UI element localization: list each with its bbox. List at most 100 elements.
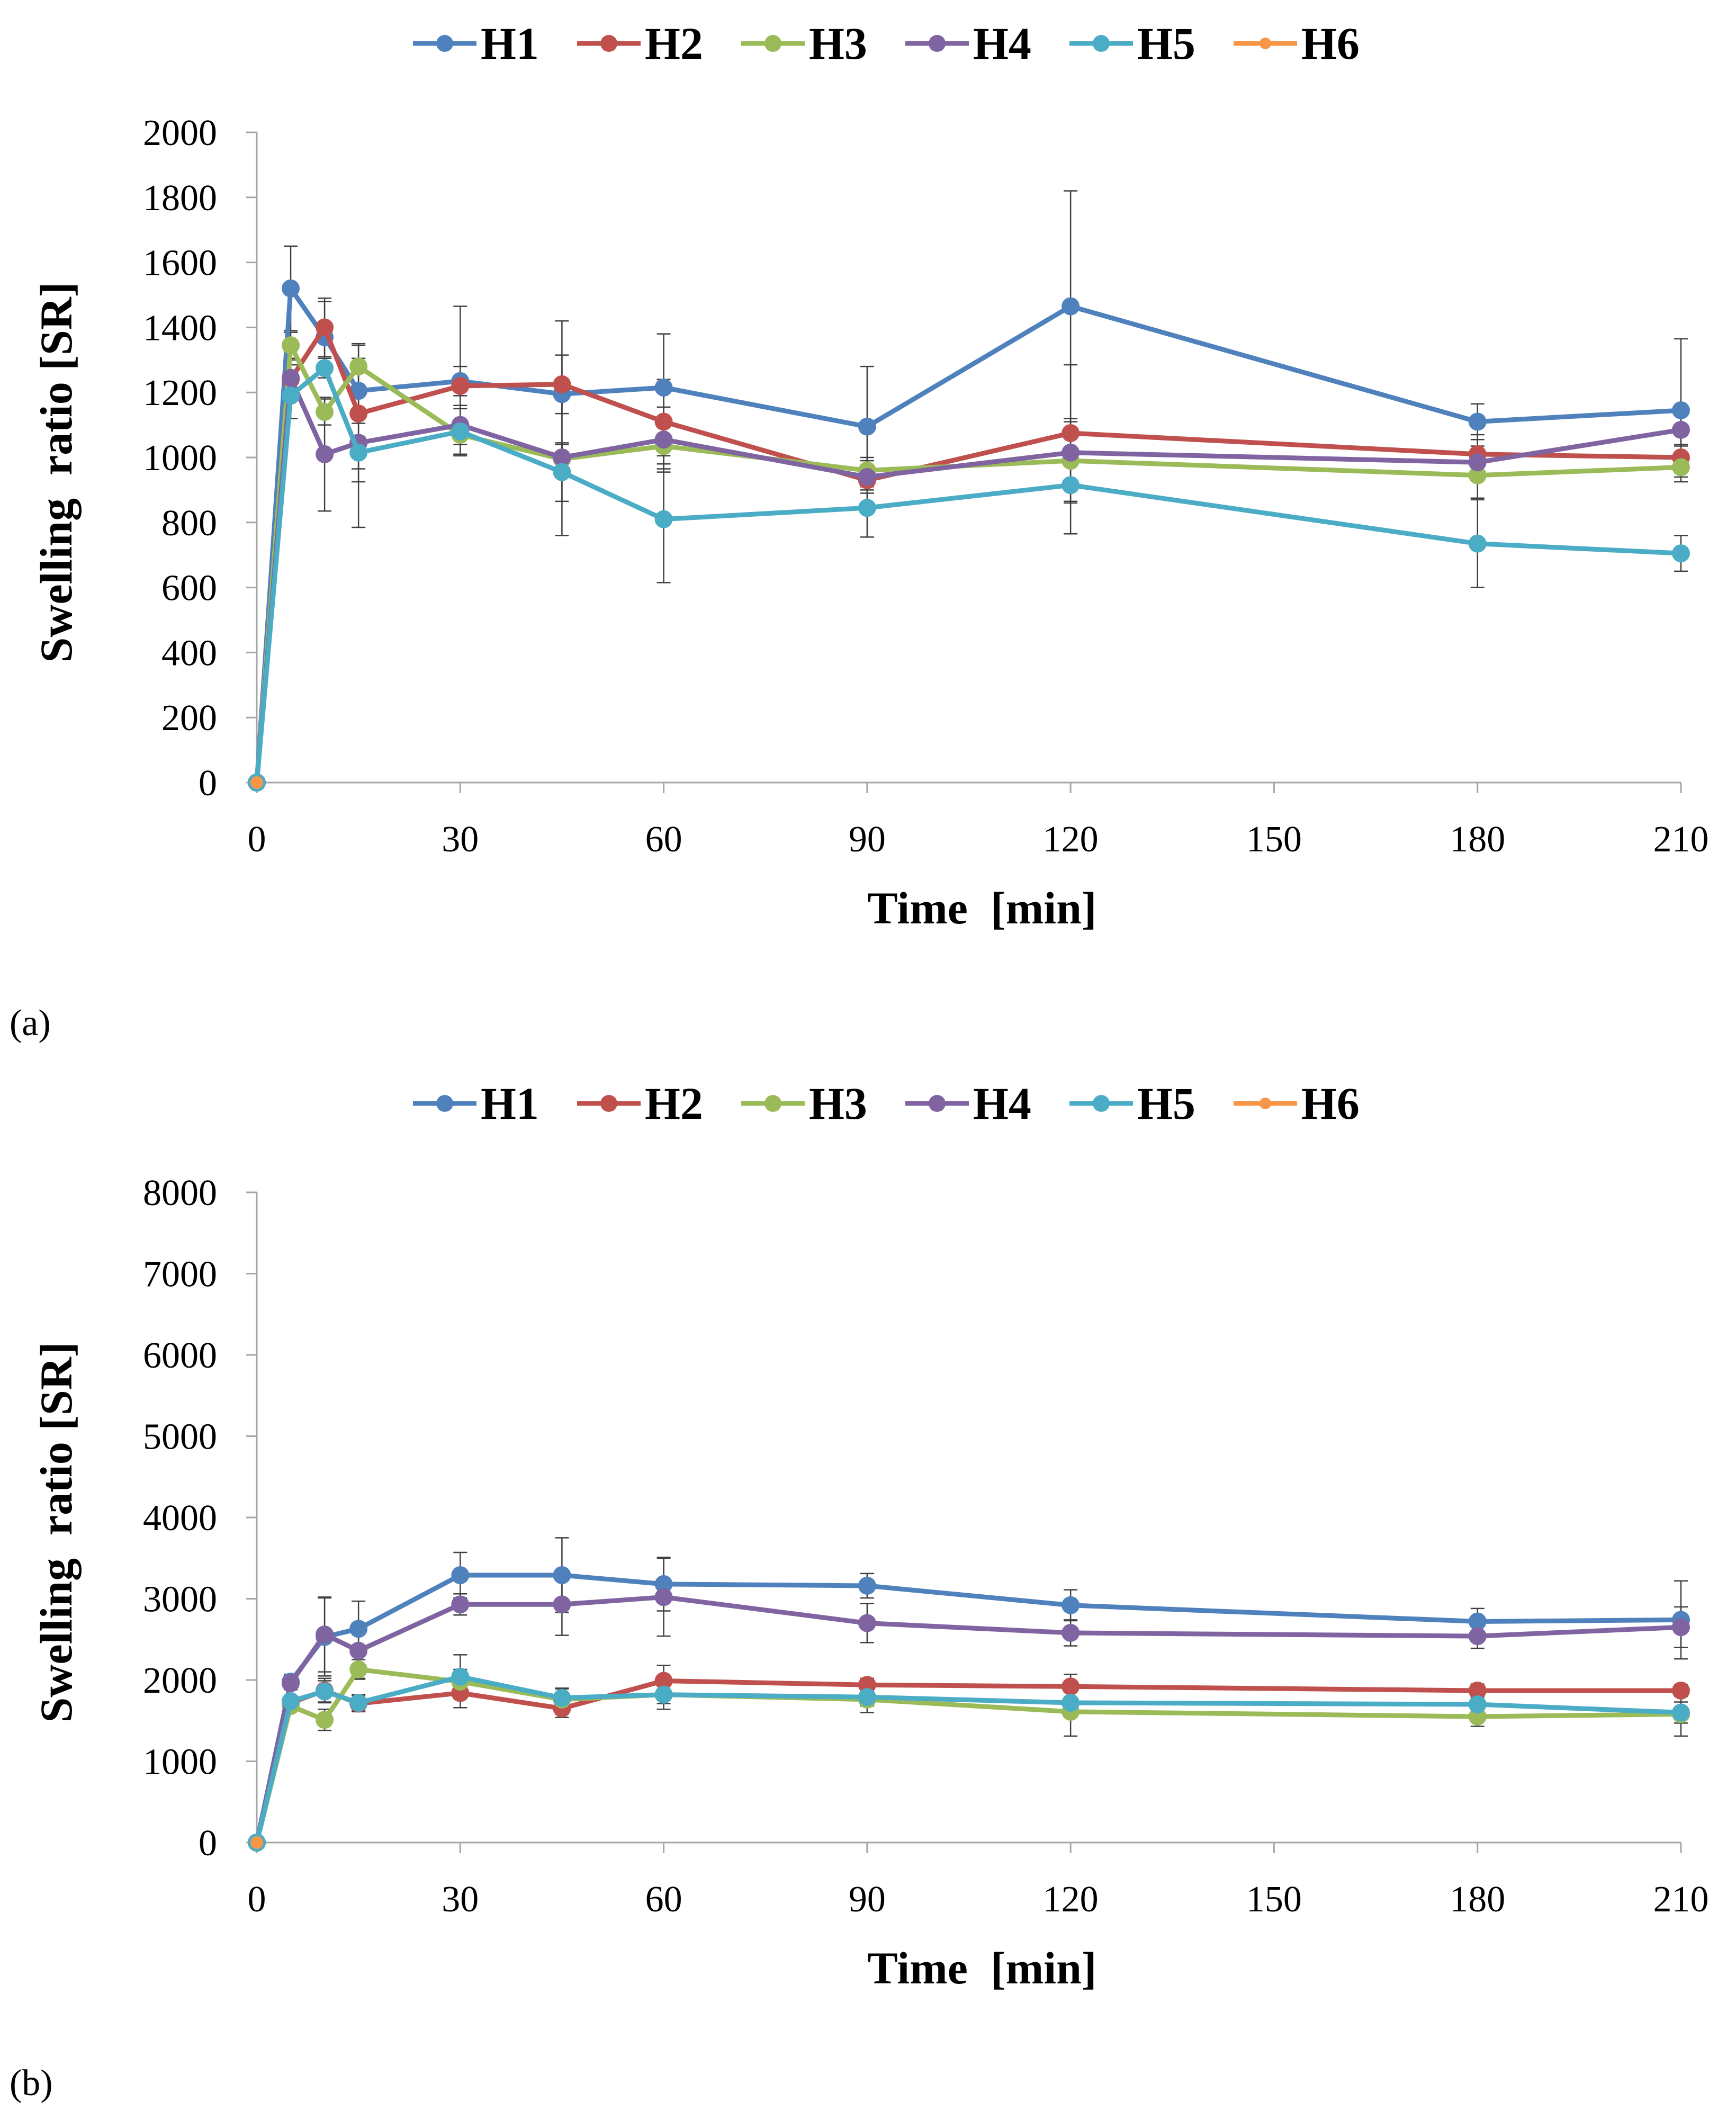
x-tick-label: 0 bbox=[248, 1879, 266, 1920]
y-tick-label: 600 bbox=[161, 568, 217, 609]
y-tick-label: 800 bbox=[161, 503, 217, 544]
legend-item-h5: H5 bbox=[1069, 18, 1195, 69]
legend-label: H1 bbox=[481, 1078, 539, 1129]
legend-marker bbox=[1260, 38, 1271, 49]
data-point-h4 bbox=[1468, 1627, 1487, 1646]
y-tick-label: 1600 bbox=[143, 243, 217, 284]
x-tick-label: 210 bbox=[1653, 819, 1709, 860]
legend-item-h2: H2 bbox=[577, 18, 703, 69]
data-point-h4 bbox=[1672, 420, 1690, 439]
x-tick-label: 90 bbox=[849, 1879, 886, 1920]
data-point-h5 bbox=[1672, 544, 1690, 563]
x-tick-label: 180 bbox=[1450, 819, 1505, 860]
series-h6 bbox=[250, 1836, 263, 1849]
x-tick-label: 150 bbox=[1246, 1879, 1302, 1920]
data-point-h2 bbox=[1062, 1677, 1080, 1696]
legend-marker bbox=[600, 35, 617, 52]
legend-marker bbox=[436, 1095, 453, 1112]
data-point-h2 bbox=[553, 375, 571, 393]
data-point-h4 bbox=[654, 1588, 673, 1606]
y-ticks: 0 1000 2000 3000 4000 5000 6000 7000 8000 bbox=[143, 1173, 257, 1864]
legend-item-h1: H1 bbox=[413, 1078, 539, 1129]
data-point-h2 bbox=[654, 412, 673, 431]
series-h2 bbox=[248, 318, 1690, 792]
y-tick-label: 6000 bbox=[143, 1335, 217, 1376]
data-point-h5 bbox=[349, 443, 368, 462]
data-point-h5 bbox=[1468, 1695, 1487, 1714]
data-point-h4 bbox=[654, 430, 673, 449]
data-point-h5 bbox=[451, 422, 470, 441]
data-point-h3 bbox=[316, 403, 334, 421]
data-point-h4 bbox=[282, 1674, 300, 1693]
data-point-h1 bbox=[1468, 412, 1487, 431]
legend-label: H6 bbox=[1301, 18, 1360, 69]
data-point-h2 bbox=[349, 405, 368, 423]
data-point-h1 bbox=[1062, 1596, 1080, 1614]
plot-area: 0 1000 2000 3000 4000 5000 6000 7000 8000 0 30 60 9… bbox=[143, 1173, 1709, 1920]
x-axis-title: Time [min] bbox=[867, 1943, 1096, 1993]
x-tick-label: 60 bbox=[645, 819, 682, 860]
data-point-h5 bbox=[553, 463, 571, 481]
legend-marker bbox=[436, 35, 453, 52]
legend-label: H3 bbox=[809, 1078, 867, 1129]
data-point-h1 bbox=[654, 1575, 673, 1593]
data-point-h5 bbox=[858, 1688, 876, 1706]
data-point-h5 bbox=[1468, 534, 1487, 553]
legend-item-h6: H6 bbox=[1234, 18, 1360, 69]
data-point-h1 bbox=[451, 1566, 470, 1584]
legend-marker bbox=[929, 1095, 946, 1112]
data-point-h4 bbox=[553, 1595, 571, 1614]
legend-label: H4 bbox=[973, 1078, 1031, 1129]
y-tick-label: 2000 bbox=[143, 1660, 217, 1701]
legend-item-h6: H6 bbox=[1234, 1078, 1360, 1129]
chart-b: H1 H2 H3 H4 H5 H6 0 1000 2000 3000 4000 5000 6000 70… bbox=[10, 1078, 1709, 2104]
data-point-h6 bbox=[250, 776, 263, 789]
x-ticks: 0 30 60 90 120 150 180 210 bbox=[248, 783, 1709, 860]
legend-label: H5 bbox=[1137, 18, 1195, 69]
legend-item-h1: H1 bbox=[413, 18, 539, 69]
data-point-h3 bbox=[316, 1711, 334, 1729]
y-tick-label: 7000 bbox=[143, 1254, 217, 1295]
data-point-h5 bbox=[282, 1692, 300, 1710]
y-tick-label: 400 bbox=[161, 633, 217, 673]
data-point-h3 bbox=[1468, 466, 1487, 484]
x-ticks: 0 30 60 90 120 150 180 210 bbox=[248, 1843, 1709, 1920]
data-point-h4 bbox=[349, 1641, 368, 1660]
data-point-h2 bbox=[1672, 1681, 1690, 1700]
y-tick-label: 1800 bbox=[143, 178, 217, 219]
legend-item-h3: H3 bbox=[741, 1078, 867, 1129]
data-point-h1 bbox=[858, 417, 876, 436]
legend-marker bbox=[1093, 1095, 1110, 1112]
data-point-h1 bbox=[1468, 1612, 1487, 1631]
data-point-h4 bbox=[858, 468, 876, 486]
plot-area: 0 200 400 600 800 1000 1200 1400 1600 1800 2000 0 3… bbox=[143, 113, 1709, 860]
x-tick-label: 30 bbox=[442, 819, 479, 860]
x-tick-label: 30 bbox=[442, 1879, 479, 1920]
y-tick-label: 3000 bbox=[143, 1579, 217, 1620]
y-tick-label: 1000 bbox=[143, 1742, 217, 1783]
series-h3 bbox=[248, 336, 1690, 792]
data-point-h4 bbox=[1062, 1623, 1080, 1642]
data-point-h4 bbox=[316, 445, 334, 463]
y-tick-label: 5000 bbox=[143, 1417, 217, 1458]
legend-item-h2: H2 bbox=[577, 1078, 703, 1129]
series-line-h2 bbox=[254, 325, 1681, 783]
data-point-h6 bbox=[250, 1836, 263, 1849]
y-tick-label: 1400 bbox=[143, 308, 217, 348]
data-point-h2 bbox=[1468, 1681, 1487, 1700]
data-point-h5 bbox=[316, 1682, 334, 1701]
y-tick-label: 1200 bbox=[143, 373, 217, 414]
data-point-h5 bbox=[1062, 476, 1080, 495]
legend-label: H5 bbox=[1137, 1078, 1195, 1129]
data-point-h3 bbox=[349, 357, 368, 376]
data-point-h1 bbox=[1062, 297, 1080, 316]
legend-label: H4 bbox=[973, 18, 1031, 69]
series-group bbox=[248, 279, 1690, 792]
series-h1 bbox=[248, 279, 1690, 792]
y-tick-label: 2000 bbox=[143, 113, 217, 154]
data-point-h5 bbox=[654, 510, 673, 528]
legend-marker bbox=[764, 35, 781, 52]
data-point-h4 bbox=[1468, 453, 1487, 472]
x-tick-label: 180 bbox=[1450, 1879, 1505, 1920]
y-tick-label: 1000 bbox=[143, 438, 217, 479]
